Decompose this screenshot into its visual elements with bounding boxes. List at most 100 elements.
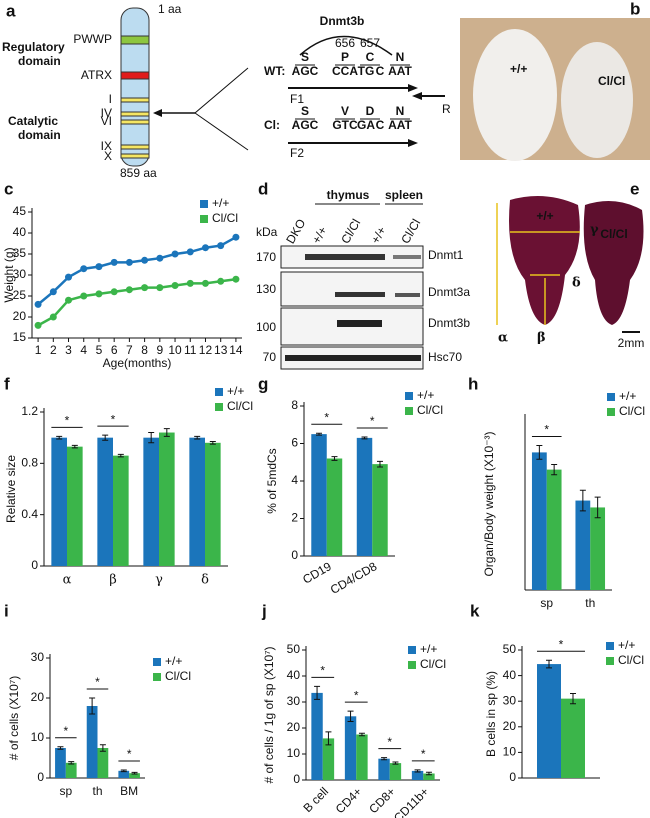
significance-mark: * [387, 735, 392, 749]
bar [159, 432, 175, 566]
significance-mark: * [111, 412, 116, 426]
error-bar [414, 769, 421, 773]
x-tick-label: α [63, 573, 72, 588]
significance-mark: * [324, 410, 329, 424]
bar [118, 770, 130, 778]
significance-mark: * [559, 637, 564, 651]
bar [537, 664, 561, 778]
point [141, 256, 149, 264]
genotype-label: +/+ [510, 62, 527, 76]
bar [205, 442, 221, 566]
x-tick-label: β [109, 573, 117, 588]
arrow-head [412, 92, 422, 100]
error-bar [331, 456, 338, 461]
point [186, 248, 194, 256]
motif-label: IX [101, 139, 112, 153]
x-tick-label: 2 [50, 343, 57, 357]
panel-label: c [4, 179, 13, 198]
x-tick-label: 10 [168, 343, 182, 357]
codon: AGC [292, 118, 319, 132]
x-tick-label: th [92, 784, 102, 798]
legend-swatch [200, 215, 208, 223]
motif [120, 153, 150, 159]
y-tick-label: 25 [13, 288, 27, 302]
bar [322, 738, 335, 780]
genotype-label: +/+ [536, 209, 553, 223]
bar [129, 773, 140, 778]
codon: AGC [292, 64, 319, 78]
bar [51, 437, 67, 566]
x-tick-label: 6 [111, 343, 118, 357]
bar [326, 458, 343, 556]
bar [67, 446, 83, 566]
legend-label: +/+ [227, 384, 244, 398]
legend-swatch [408, 661, 416, 669]
legend-label: Cl/Cl [227, 399, 253, 413]
arrow-head [408, 139, 418, 147]
y-tick-label: 20 [287, 720, 301, 734]
bar [344, 716, 357, 780]
measure-label: γ [590, 223, 599, 238]
genotype-label: WT: [264, 64, 285, 78]
x-tick-label: CD4/CD8 [328, 559, 380, 597]
codon: CCA [332, 64, 358, 78]
y-tick-label: 45 [13, 204, 27, 218]
protein-bar [120, 7, 150, 167]
bar [389, 763, 402, 780]
legend-swatch [200, 200, 208, 208]
point [34, 300, 42, 308]
domain-group: Catalytic [8, 114, 58, 128]
x-tick-label: 13 [214, 343, 228, 357]
legend-label: +/+ [619, 389, 636, 403]
x-tick-label: 4 [80, 343, 87, 357]
significance-mark: * [320, 664, 325, 678]
motif [120, 144, 150, 150]
x-tick-label: γ [155, 573, 163, 588]
legend-label: Cl/Cl [420, 657, 446, 671]
point [80, 265, 88, 273]
point [201, 244, 209, 252]
panel-label: k [470, 601, 480, 620]
legend-label: +/+ [618, 638, 635, 652]
bar [55, 748, 66, 778]
protein-start: 1 aa [158, 2, 182, 16]
primer-label: F1 [290, 92, 304, 106]
y-tick-label: 8 [291, 398, 298, 412]
bar [97, 748, 109, 778]
motif-label: IV [101, 106, 112, 120]
point [125, 286, 133, 294]
error-bar [358, 732, 365, 737]
point [95, 263, 103, 271]
amino-acid: P [341, 50, 349, 64]
amino-acid: D [366, 104, 375, 118]
legend-swatch [405, 392, 413, 400]
gene-arc [299, 35, 393, 56]
band [337, 320, 382, 327]
point [49, 313, 57, 321]
error-bar [381, 757, 388, 761]
point [95, 290, 103, 298]
protein-label: Dnmt3b [428, 316, 470, 330]
error-bar [316, 432, 323, 436]
panel-label: i [4, 601, 9, 620]
point [141, 284, 149, 292]
codon: AAT [388, 118, 412, 132]
motif [120, 119, 150, 125]
error-bar [68, 761, 75, 765]
point [171, 250, 179, 258]
y-axis-label: Relative size [4, 455, 18, 523]
error-bar [120, 769, 127, 773]
y-tick-label: 6 [291, 436, 298, 450]
scale-label: 2mm [618, 336, 645, 350]
y-tick-label: 10 [503, 745, 517, 759]
x-tick-label: th [585, 596, 595, 610]
domain-group: Regulatory [2, 40, 65, 54]
panel-label: b [630, 0, 640, 18]
codon: GA [357, 118, 375, 132]
domain-group: domain [18, 54, 61, 68]
bar [411, 770, 424, 780]
legend-swatch [408, 646, 416, 654]
amino-acid: N [396, 50, 405, 64]
bar [189, 437, 205, 566]
bar [546, 469, 562, 590]
